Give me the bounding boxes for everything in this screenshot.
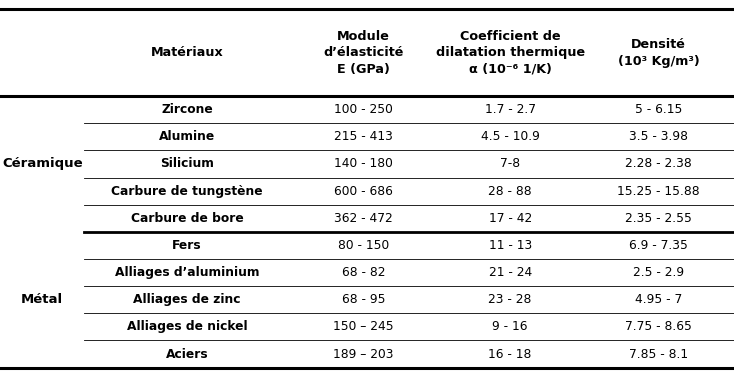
Text: 2.35 - 2.55: 2.35 - 2.55 (625, 212, 692, 225)
Text: 4.95 - 7: 4.95 - 7 (635, 293, 683, 306)
Text: Alliages d’aluminium: Alliages d’aluminium (115, 266, 259, 279)
Text: 68 - 82: 68 - 82 (341, 266, 385, 279)
Text: 2.28 - 2.38: 2.28 - 2.38 (625, 158, 692, 170)
Text: 150 – 245: 150 – 245 (333, 320, 393, 333)
Text: 17 - 42: 17 - 42 (489, 212, 531, 225)
Text: 5 - 6.15: 5 - 6.15 (635, 103, 683, 116)
Text: Métal: Métal (21, 293, 63, 306)
Text: 15.25 - 15.88: 15.25 - 15.88 (617, 185, 700, 198)
Text: 21 - 24: 21 - 24 (489, 266, 531, 279)
Text: Céramique: Céramique (2, 158, 82, 170)
Text: 23 - 28: 23 - 28 (488, 293, 532, 306)
Text: 100 - 250: 100 - 250 (334, 103, 393, 116)
Text: Carbure de bore: Carbure de bore (131, 212, 244, 225)
Text: 80 - 150: 80 - 150 (338, 239, 389, 252)
Text: Fers: Fers (172, 239, 202, 252)
Text: 1.7 - 2.7: 1.7 - 2.7 (484, 103, 536, 116)
Text: Zircone: Zircone (161, 103, 213, 116)
Text: 28 - 88: 28 - 88 (488, 185, 532, 198)
Text: Module
d’élasticité
E (GPa): Module d’élasticité E (GPa) (323, 30, 404, 76)
Text: Aciers: Aciers (166, 348, 208, 360)
Text: Coefficient de
dilatation thermique
α (10⁻⁶ 1/K): Coefficient de dilatation thermique α (1… (435, 30, 585, 76)
Text: Carbure de tungstène: Carbure de tungstène (112, 185, 263, 198)
Text: Alumine: Alumine (159, 130, 215, 143)
Text: 7.85 - 8.1: 7.85 - 8.1 (629, 348, 688, 360)
Text: 7-8: 7-8 (500, 158, 520, 170)
Text: Alliages de zinc: Alliages de zinc (134, 293, 241, 306)
Text: 7.75 - 8.65: 7.75 - 8.65 (625, 320, 692, 333)
Text: 140 - 180: 140 - 180 (334, 158, 393, 170)
Text: 6.9 - 7.35: 6.9 - 7.35 (629, 239, 688, 252)
Text: Matériaux: Matériaux (150, 46, 224, 59)
Text: Alliages de nickel: Alliages de nickel (127, 320, 247, 333)
Text: 4.5 - 10.9: 4.5 - 10.9 (481, 130, 539, 143)
Text: Silicium: Silicium (160, 158, 214, 170)
Text: 600 - 686: 600 - 686 (334, 185, 393, 198)
Text: 68 - 95: 68 - 95 (341, 293, 385, 306)
Text: 362 - 472: 362 - 472 (334, 212, 393, 225)
Text: 16 - 18: 16 - 18 (488, 348, 532, 360)
Text: 189 – 203: 189 – 203 (333, 348, 393, 360)
Text: 215 - 413: 215 - 413 (334, 130, 393, 143)
Text: 2.5 - 2.9: 2.5 - 2.9 (633, 266, 684, 279)
Text: 9 - 16: 9 - 16 (493, 320, 528, 333)
Text: 3.5 - 3.98: 3.5 - 3.98 (629, 130, 688, 143)
Text: Densité
(10³ Kg/m³): Densité (10³ Kg/m³) (618, 38, 700, 67)
Text: 11 - 13: 11 - 13 (489, 239, 531, 252)
